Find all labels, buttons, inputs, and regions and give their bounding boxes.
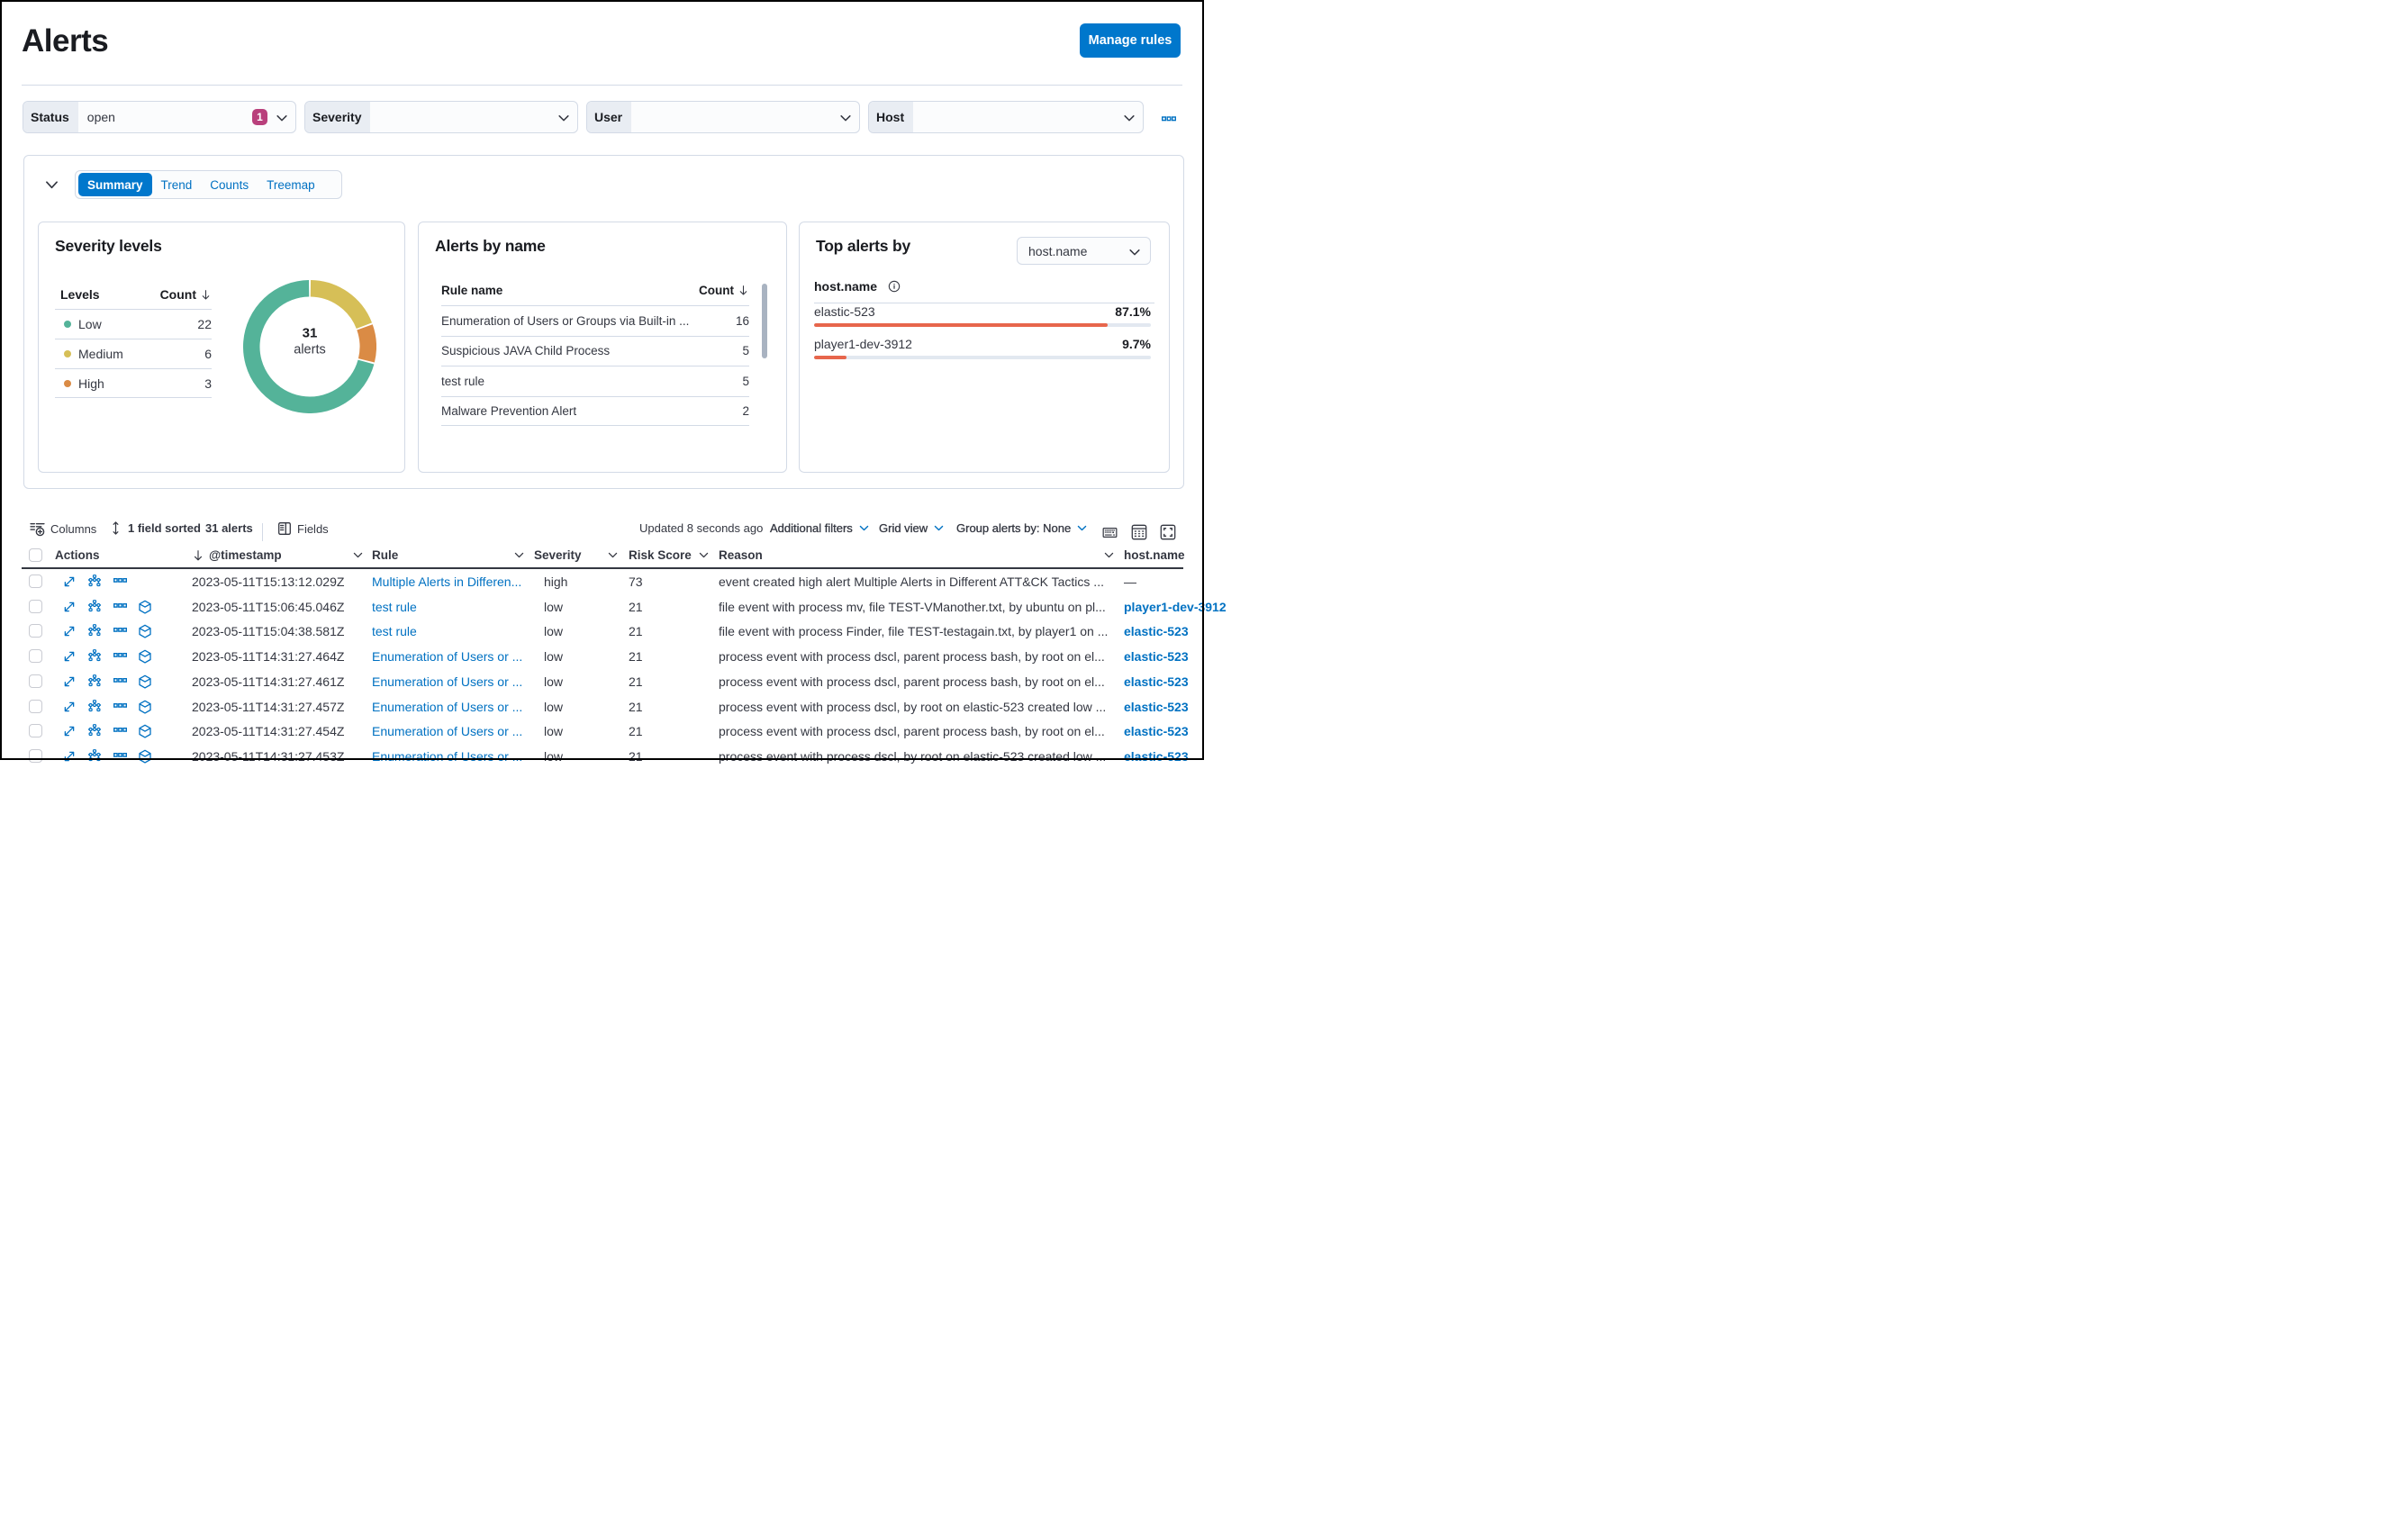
svg-text:alerts: alerts	[294, 343, 325, 357]
svg-text:31: 31	[303, 326, 318, 341]
